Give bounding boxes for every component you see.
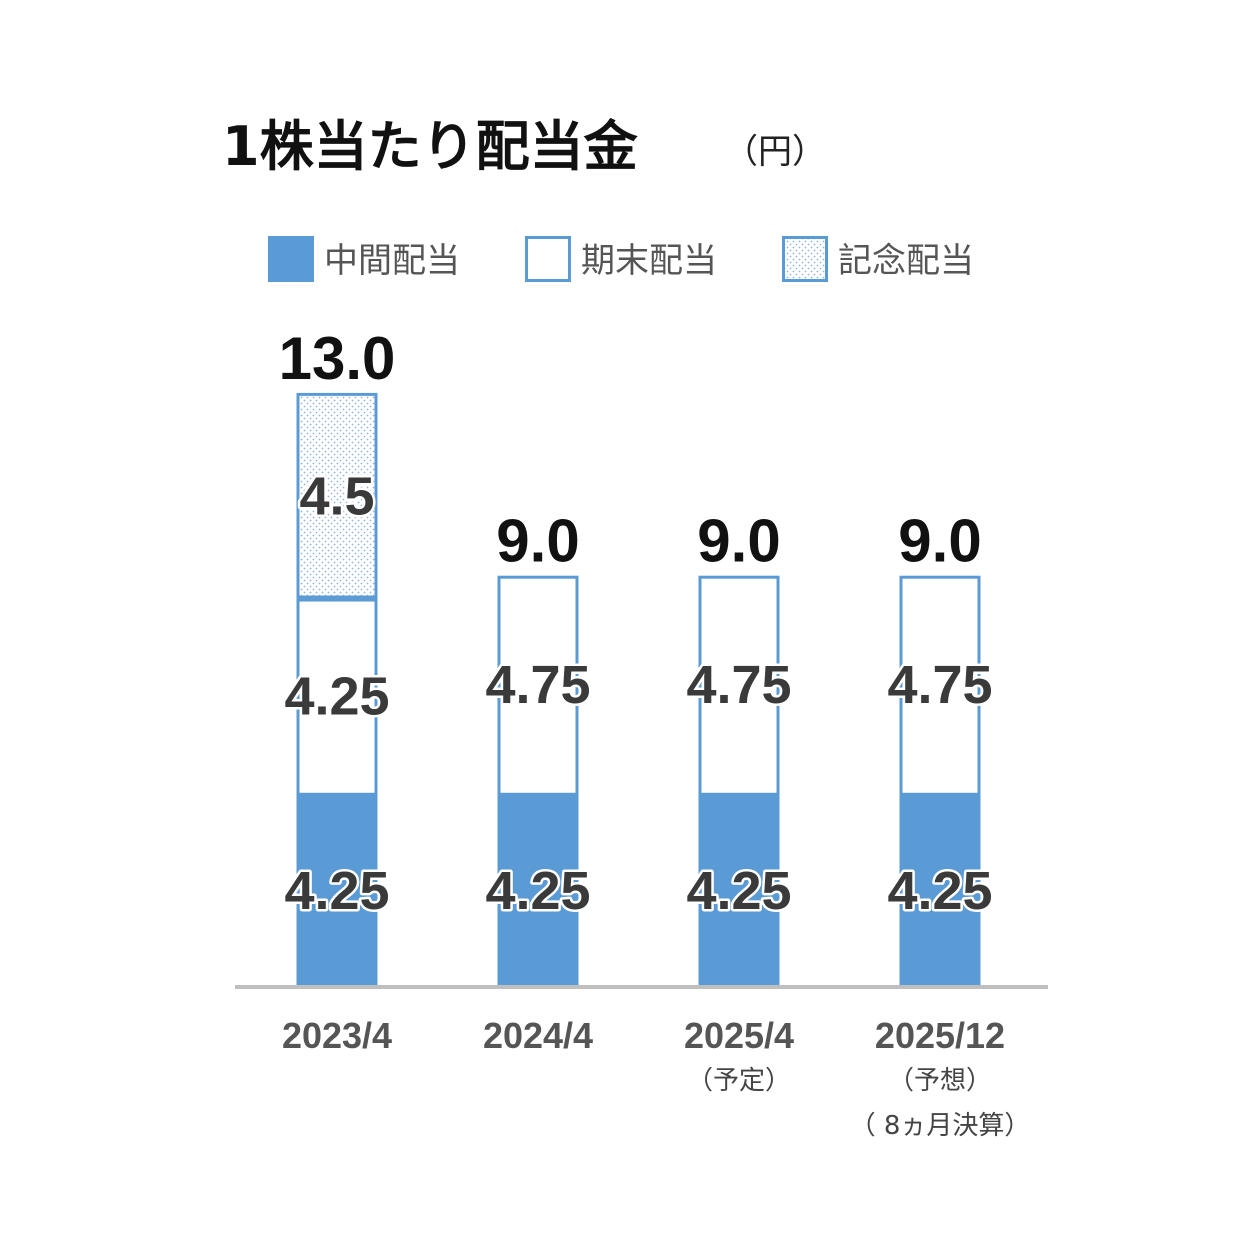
- bars: 4.25 4.25 4.5 13.0 4.25 4.75 9.0 4.25 4.75 9.0 4.2…: [279, 325, 995, 987]
- chart-unit: （円）: [724, 132, 826, 172]
- total-label-4: 9.0: [898, 508, 981, 575]
- category-label-4: 2025/12: [875, 1015, 1005, 1056]
- category-labels: 2023/4 2024/4 2025/4 （予定） 2025/12 （予想） （ 8ヵ月決算…: [282, 1015, 1030, 1141]
- segment-label-2-1: 4.25: [284, 667, 389, 727]
- bar-segment-2-3: [698, 575, 780, 796]
- chart-title: 1株当たり配当金: [222, 115, 639, 178]
- total-label-2: 9.0: [496, 508, 579, 575]
- bar-segment-1-4: [899, 792, 981, 987]
- total-label-1: 13.0: [279, 325, 396, 392]
- bar-segment-2-1: [296, 598, 378, 796]
- category-note-4-1: （予想）: [888, 1066, 992, 1096]
- bar-segment-1-2: [497, 792, 579, 987]
- category-note-4-2: （ 8ヵ月決算）: [850, 1111, 1031, 1141]
- total-label-3: 9.0: [697, 508, 780, 575]
- bar-segment-1-3: [698, 792, 780, 987]
- legend-swatch-3: [782, 236, 828, 282]
- segment-label-1-3: 4.25: [686, 861, 791, 921]
- category-note-3-1: （予定）: [687, 1066, 791, 1096]
- segment-label-1-2: 4.25: [485, 861, 590, 921]
- legend-label-1: 中間配当: [324, 241, 460, 281]
- category-label-2: 2024/4: [483, 1015, 593, 1056]
- segment-label-3-1: 4.5: [299, 467, 374, 527]
- bar-segment-2-4: [899, 575, 981, 796]
- legend-swatch-1: [268, 236, 314, 282]
- segment-label-2-3: 4.75: [686, 655, 791, 715]
- category-label-1: 2023/4: [282, 1015, 392, 1056]
- legend: 中間配当 期末配当 記念配当: [268, 236, 974, 282]
- legend-label-3: 記念配当: [838, 241, 974, 281]
- segment-label-1-4: 4.25: [887, 861, 992, 921]
- bar-segment-2-2: [497, 575, 579, 796]
- legend-label-2: 期末配当: [581, 241, 717, 281]
- segment-label-2-2: 4.75: [485, 655, 590, 715]
- segment-label-2-4: 4.75: [887, 655, 992, 715]
- category-label-3: 2025/4: [684, 1015, 794, 1056]
- legend-swatch-2: [525, 236, 571, 282]
- bar-segment-1-1: [296, 792, 378, 987]
- segment-label-1-1: 4.25: [284, 861, 389, 921]
- bar-segment-3-1: [296, 392, 378, 599]
